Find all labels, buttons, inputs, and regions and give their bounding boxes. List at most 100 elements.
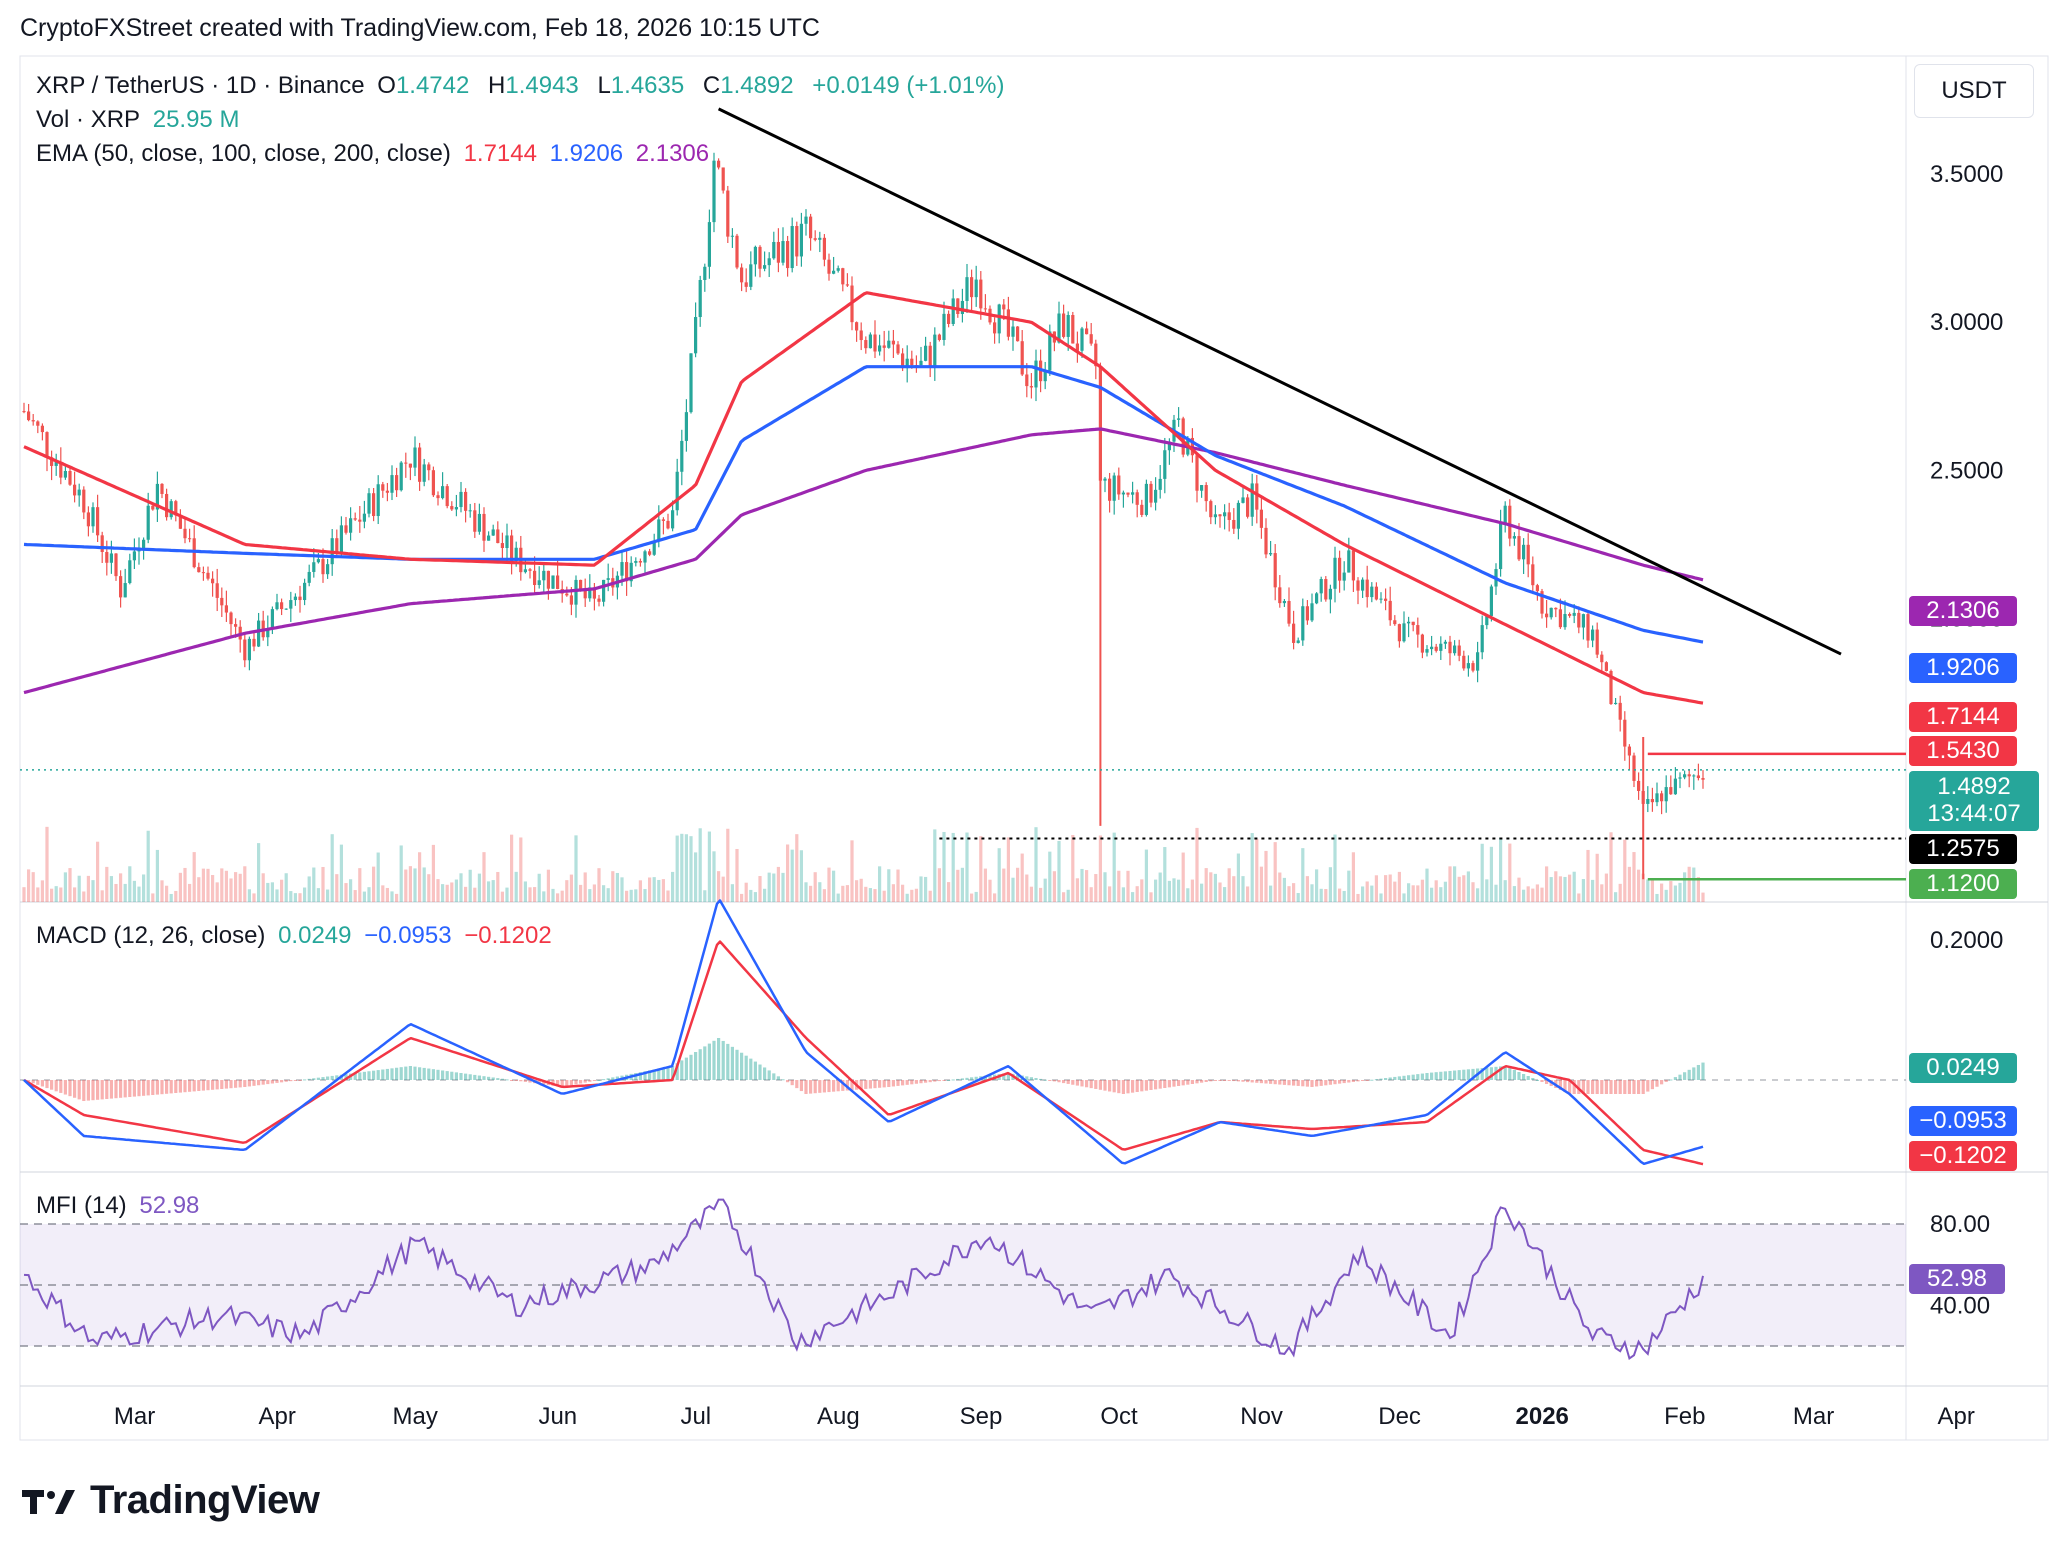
volume-bar (82, 891, 86, 902)
candle-body (427, 464, 431, 471)
macd-histogram-bar (657, 1068, 661, 1080)
open-label: O (377, 72, 396, 99)
volume-bar (123, 883, 127, 902)
macd-histogram-bar (1209, 1080, 1213, 1082)
candle-body (229, 612, 233, 625)
candle-body (1048, 331, 1052, 371)
candle-body (1471, 663, 1475, 671)
volume-bar (1333, 834, 1337, 902)
volume-bar (804, 882, 808, 902)
volume-bar (330, 834, 334, 902)
macd-histogram-bar (882, 1080, 886, 1088)
candle-body (211, 578, 215, 584)
volume-bar (1692, 867, 1696, 902)
macd-histogram-bar (1163, 1080, 1167, 1088)
date-tick-label: Sep (960, 1403, 1003, 1430)
volume-bar (1632, 852, 1636, 902)
candle-body (1342, 572, 1346, 581)
candle-body (1443, 641, 1447, 644)
tradingview-logo[interactable]: TradingView (22, 1478, 320, 1523)
volume-bar (795, 834, 799, 902)
volume-bar (965, 832, 969, 902)
macd-histogram-bar (1319, 1080, 1323, 1086)
macd-histogram-bar (1623, 1080, 1627, 1094)
candle-body (666, 520, 670, 529)
macd-histogram-bar (960, 1078, 964, 1080)
candle-body (1338, 557, 1342, 581)
volume-bar (197, 877, 201, 902)
macd-histogram-bar (427, 1068, 431, 1080)
macd-histogram-bar (611, 1077, 615, 1080)
candle-body (27, 411, 31, 421)
candle-body (1512, 536, 1516, 539)
candle-body (128, 560, 132, 584)
macd-histogram-bar (721, 1040, 725, 1080)
macd-histogram-bar (1425, 1073, 1429, 1080)
macd-histogram-bar (1439, 1071, 1443, 1080)
candle-body (464, 491, 468, 511)
candle-body (1568, 614, 1572, 616)
candle-body (684, 412, 688, 441)
volume-bar (1512, 886, 1516, 902)
macd-histogram-bar (1098, 1080, 1102, 1090)
candle-body (822, 237, 826, 260)
volume-bar (63, 872, 67, 902)
candle-body (565, 593, 569, 596)
candle-body (1384, 598, 1388, 601)
candle-body (1687, 774, 1691, 777)
macd-histogram-bar (372, 1070, 376, 1080)
volume-bar (1287, 886, 1291, 902)
macd-histogram-bar (1264, 1080, 1268, 1084)
currency-button[interactable]: USDT (1914, 64, 2034, 118)
macd-histogram-bar (1443, 1071, 1447, 1080)
macd-histogram-bar (1393, 1076, 1397, 1080)
macd-histogram-bar (804, 1080, 808, 1094)
macd-histogram-bar (1218, 1080, 1222, 1081)
volume-bar (675, 835, 679, 902)
candle-body (1333, 557, 1337, 589)
candle-body (178, 515, 182, 529)
candle-body (266, 628, 270, 638)
macd-histogram-bar (988, 1075, 992, 1080)
volume-bar (326, 889, 330, 902)
mfi-tick-label: 80.00 (1930, 1211, 1990, 1238)
macd-histogram-bar (40, 1080, 44, 1087)
volume-bar (1563, 876, 1567, 902)
candle-body (358, 519, 362, 522)
mfi-legend: MFI (14) 52.98 (36, 1192, 205, 1220)
macd-histogram-bar (974, 1076, 978, 1080)
macd-histogram-bar (1384, 1078, 1388, 1080)
candle-body (786, 241, 790, 269)
volume-bar (643, 889, 647, 902)
volume-bar (753, 892, 757, 902)
candle-body (597, 598, 601, 602)
volume-bar (661, 879, 665, 902)
candle-body (592, 587, 596, 599)
macd-histogram-bar (781, 1079, 785, 1081)
macd-histogram-bar (385, 1068, 389, 1080)
candle-body (1678, 777, 1682, 779)
candle-body (91, 507, 95, 527)
volume-bar (1618, 883, 1622, 902)
volume-bar (1016, 867, 1020, 902)
volume-bar (546, 869, 550, 902)
volume-bar (174, 890, 178, 902)
candle-body (928, 345, 932, 367)
macd-histogram-bar (859, 1080, 863, 1090)
chart-canvas[interactable]: 3.50003.00002.50002.00000.200080.0040.00… (0, 0, 2068, 1460)
candle-body (1692, 775, 1696, 777)
candle-body (832, 270, 836, 274)
candle-body (1545, 613, 1549, 618)
candle-body (247, 638, 251, 661)
candle-body (620, 562, 624, 576)
volume-bar (266, 882, 270, 902)
volume-bar (1057, 840, 1061, 902)
macd-histogram-bar (1701, 1062, 1705, 1080)
volume-bar (864, 886, 868, 902)
volume-bar (1655, 893, 1659, 902)
level-badge: 1.2575 (1909, 834, 2017, 864)
macd-histogram-bar (45, 1080, 49, 1089)
candle-body (937, 334, 941, 340)
candle-body (910, 358, 914, 366)
macd-histogram-bar (1568, 1080, 1572, 1094)
